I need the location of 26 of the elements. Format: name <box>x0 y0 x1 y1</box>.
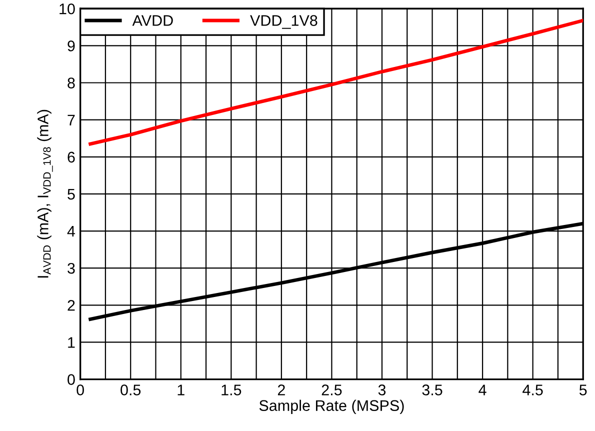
y-tick-label: 7 <box>68 114 75 126</box>
y-tick-label: 0 <box>68 374 75 385</box>
y-tick-label: 9 <box>68 40 75 52</box>
x-tick-label: 1 <box>178 384 184 396</box>
x-tick-label: 5 <box>579 384 587 396</box>
legend-label: AVDD <box>132 15 173 26</box>
x-tick-label: 4.5 <box>522 384 543 396</box>
x-tick-label: 1.5 <box>222 384 242 396</box>
y-tick-label: 2 <box>68 300 75 311</box>
y-tick-label: 1 <box>68 337 75 348</box>
x-tick-label: 0 <box>76 384 84 396</box>
x-tick-label: 4 <box>478 384 486 396</box>
y-tick-label: 5 <box>68 188 75 200</box>
y-tick-label: 10 <box>60 3 75 14</box>
y-tick-label: 8 <box>68 78 75 88</box>
y-axis-title: I$_{AVDD}$ (mA), I$_{VDD_1V8}$ (mA) <box>37 110 53 278</box>
y-tick-label: 6 <box>68 152 75 163</box>
y-tick-label: 4 <box>67 226 76 237</box>
x-tick-label: 3.5 <box>422 384 442 396</box>
x-tick-label: 0.5 <box>120 384 141 396</box>
x-tick-label: 2 <box>278 384 285 396</box>
y-tick-label: 3 <box>68 262 75 274</box>
x-tick-label: 3 <box>378 384 386 396</box>
x-axis-title: Sample Rate (MSPS) <box>259 400 404 414</box>
legend-label: VDD_1V8 <box>250 15 318 29</box>
x-tick-label: 2.5 <box>322 384 342 396</box>
